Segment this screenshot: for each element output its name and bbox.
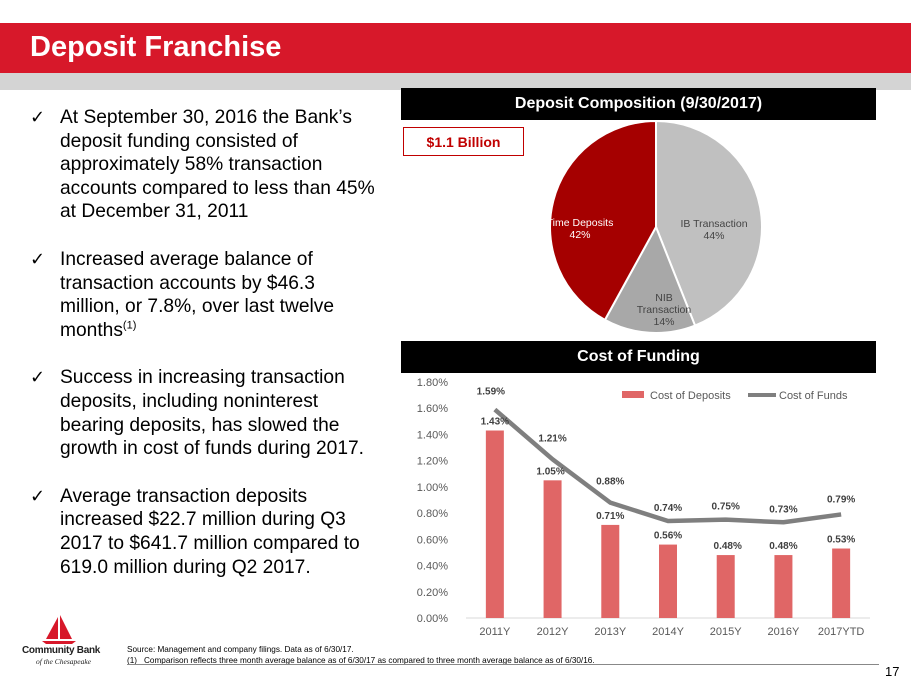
y-tick-label: 0.60% (417, 534, 448, 546)
line-data-label: 0.79% (827, 494, 855, 505)
y-tick-label: 0.80% (417, 508, 448, 520)
pie-slice (603, 224, 697, 334)
bullet-text: Success in increasing transaction deposi… (60, 367, 364, 460)
composition-header: Deposit Composition (9/30/2017) (401, 88, 876, 120)
pie-slice-label: IB Transaction 44% (680, 218, 747, 242)
bar-data-label: 1.43% (481, 417, 509, 428)
legend-swatch-cost-of-deposits (622, 391, 644, 398)
footnote-number: (1) (127, 656, 138, 665)
bar-data-label: 0.48% (769, 541, 797, 552)
legend-label: Cost of Funds (779, 390, 848, 402)
y-tick-label: 0.00% (417, 613, 448, 625)
x-tick-label: 2011Y (479, 626, 511, 638)
x-tick-label: 2015Y (710, 626, 742, 638)
bullet-item: ✓ Success in increasing transaction depos… (30, 366, 375, 460)
footnote-marker: (1) (122, 319, 137, 332)
bar-data-label: 0.56% (654, 531, 682, 542)
pie-label-line: IB Transaction (680, 218, 747, 230)
x-tick-label: 2012Y (537, 626, 569, 638)
line-data-label: 0.75% (712, 502, 740, 513)
page-title: Deposit Franchise (30, 31, 282, 63)
line-data-label: 0.88% (596, 477, 624, 488)
check-icon: ✓ (30, 485, 46, 507)
y-tick-label: 1.20% (417, 456, 448, 468)
line-data-label: 1.59% (477, 387, 505, 398)
y-tick-label: 1.80% (417, 377, 448, 389)
total-deposits-box: $1.1 Billion (403, 127, 524, 156)
pie-slice-label: NIB Transaction 14% (637, 292, 692, 328)
footnote-text: Comparison reflects three month average … (144, 656, 595, 665)
line-data-label: 0.73% (769, 504, 797, 515)
bar-data-label: 1.05% (536, 466, 564, 477)
x-tick-label: 2014Y (652, 626, 684, 638)
bullet-item: ✓ Average transaction deposits increased … (30, 485, 375, 579)
deposit-composition-pie-chart: IB Transaction 44% NIB Transaction 14% Time D… (547, 119, 763, 334)
chart-legend: Cost of Deposits Cost of Funds (622, 390, 848, 402)
pie-label-line: 14% (653, 316, 674, 328)
line-data-label: 0.74% (654, 503, 682, 514)
check-icon: ✓ (30, 367, 46, 389)
y-tick-label: 1.40% (417, 429, 448, 441)
bar-cost-of-deposits (716, 555, 735, 618)
logo-name: Community Bank (22, 645, 101, 656)
bar-cost-of-deposits (774, 555, 793, 618)
cost-of-funding-chart: 0.00% 0.20% 0.40% 0.60% 0.80% 1.00% 1.20% 1.40%… (417, 377, 870, 638)
x-tick-label: 2017YTD (818, 626, 865, 638)
community-bank-logo: Community Bank of the Chesapeake (22, 613, 102, 668)
title-bar: Deposit Franchise (0, 23, 911, 73)
pie-slice-label: Time Deposits 42% (547, 217, 614, 241)
bar-cost-of-deposits (832, 548, 851, 618)
pie-label-line: 42% (569, 229, 590, 241)
logo-subtitle: of the Chesapeake (36, 657, 91, 666)
bar-data-label: 0.53% (827, 535, 855, 546)
pie-label-line: 44% (703, 230, 724, 242)
bullet-item: ✓ Increased average balance of transactio… (30, 248, 375, 342)
bullet-item: ✓ At September 30, 2016 the Bank’s deposi… (30, 106, 375, 224)
y-tick-label: 1.60% (417, 403, 448, 415)
footnote-1: (1) Comparison reflects three month avera… (127, 655, 595, 666)
pie-slice (655, 119, 763, 327)
pie-slice (549, 119, 657, 322)
line-data-label: 1.21% (538, 433, 566, 444)
check-icon: ✓ (30, 107, 46, 128)
footnotes: Source: Management and company filings. … (127, 644, 595, 666)
bar-data-label: 0.71% (596, 511, 624, 522)
bullet-list: ✓ At September 30, 2016 the Bank’s deposi… (30, 106, 375, 603)
x-tick-label: 2013Y (594, 626, 626, 638)
page-number: 17 (885, 664, 900, 679)
bullet-text: At September 30, 2016 the Bank’s deposit… (60, 107, 375, 223)
bar-cost-of-deposits (485, 430, 504, 618)
bullet-text: Average transaction deposits increased $… (60, 485, 360, 578)
title-underline-strip (0, 73, 911, 90)
bar-cost-of-deposits (601, 524, 620, 618)
pie-label-line: NIB (655, 292, 673, 304)
legend-label: Cost of Deposits (650, 390, 731, 402)
x-tick-label: 2016Y (768, 626, 800, 638)
sailboat-icon (42, 615, 76, 644)
bar-cost-of-deposits (543, 480, 562, 618)
bar-cost-of-deposits (659, 544, 677, 618)
y-tick-label: 0.20% (417, 587, 448, 599)
line-cost-of-funds (493, 407, 842, 525)
bar-data-label: 0.48% (714, 541, 742, 552)
cost-of-funding-header: Cost of Funding (401, 341, 876, 373)
y-tick-label: 1.00% (417, 482, 448, 494)
bullet-text: Increased average balance of transaction… (60, 248, 335, 341)
y-tick-label: 0.40% (417, 561, 448, 573)
pie-label-line: Transaction (637, 304, 692, 316)
footer-divider (127, 664, 879, 665)
source-note: Source: Management and company filings. … (127, 645, 354, 654)
check-icon: ✓ (30, 248, 46, 270)
pie-label-line: Time Deposits (547, 217, 614, 229)
